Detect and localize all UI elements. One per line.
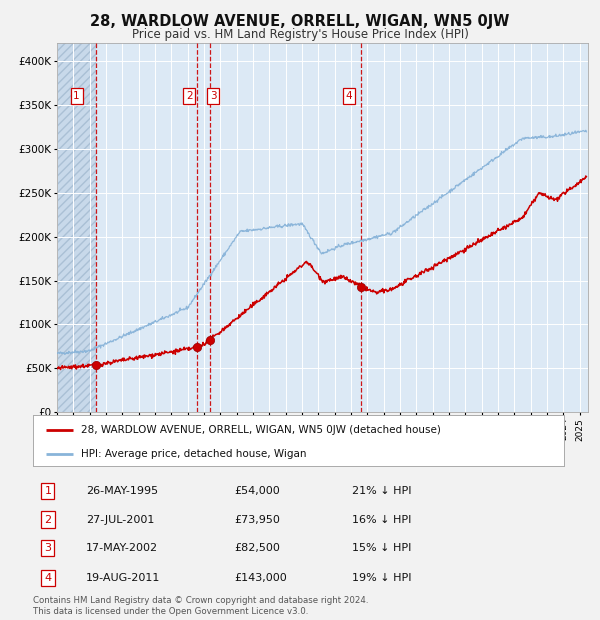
Text: 2: 2 <box>44 515 52 525</box>
Text: 19-AUG-2011: 19-AUG-2011 <box>86 573 160 583</box>
Bar <box>57 43 96 412</box>
Text: 1: 1 <box>44 486 52 496</box>
Text: 28, WARDLOW AVENUE, ORRELL, WIGAN, WN5 0JW: 28, WARDLOW AVENUE, ORRELL, WIGAN, WN5 0… <box>91 14 509 29</box>
Text: Contains HM Land Registry data © Crown copyright and database right 2024.
This d: Contains HM Land Registry data © Crown c… <box>33 596 368 616</box>
Text: 19% ↓ HPI: 19% ↓ HPI <box>352 573 411 583</box>
Text: 2: 2 <box>186 91 193 101</box>
Text: HPI: Average price, detached house, Wigan: HPI: Average price, detached house, Wiga… <box>81 448 306 459</box>
Text: 15% ↓ HPI: 15% ↓ HPI <box>352 543 411 553</box>
Text: 27-JUL-2001: 27-JUL-2001 <box>86 515 154 525</box>
Text: 3: 3 <box>210 91 217 101</box>
Text: £143,000: £143,000 <box>235 573 287 583</box>
Text: 4: 4 <box>346 91 352 101</box>
Text: 16% ↓ HPI: 16% ↓ HPI <box>352 515 411 525</box>
Text: £82,500: £82,500 <box>235 543 281 553</box>
Text: Price paid vs. HM Land Registry's House Price Index (HPI): Price paid vs. HM Land Registry's House … <box>131 28 469 41</box>
Text: £54,000: £54,000 <box>235 486 281 496</box>
Text: 1: 1 <box>73 91 80 101</box>
Text: 21% ↓ HPI: 21% ↓ HPI <box>352 486 411 496</box>
Text: £73,950: £73,950 <box>235 515 281 525</box>
Text: 26-MAY-1995: 26-MAY-1995 <box>86 486 158 496</box>
Text: 17-MAY-2002: 17-MAY-2002 <box>86 543 158 553</box>
Text: 28, WARDLOW AVENUE, ORRELL, WIGAN, WN5 0JW (detached house): 28, WARDLOW AVENUE, ORRELL, WIGAN, WN5 0… <box>81 425 440 435</box>
Text: 4: 4 <box>44 573 52 583</box>
Text: 3: 3 <box>44 543 52 553</box>
